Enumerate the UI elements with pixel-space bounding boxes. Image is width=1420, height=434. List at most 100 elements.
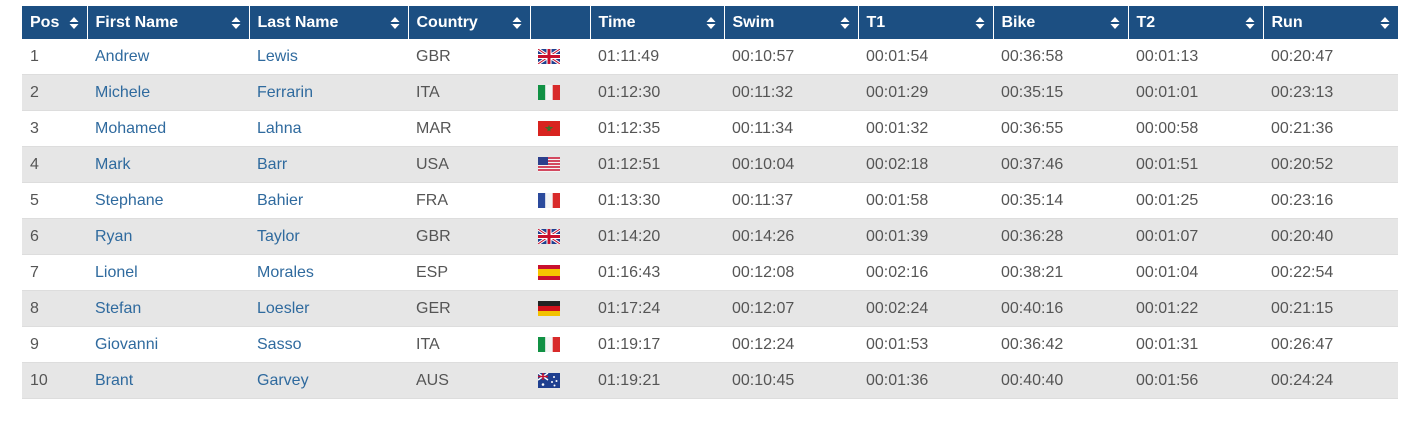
swim-cell: 00:12:08 — [724, 254, 858, 291]
country-cell: MAR — [408, 110, 530, 147]
time-cell: 01:16:43 — [590, 254, 724, 291]
country-cell: GBR — [408, 39, 530, 75]
t1-cell: 00:01:32 — [858, 110, 993, 147]
flag-icon — [538, 373, 560, 388]
t1-cell: 00:01:54 — [858, 39, 993, 75]
bike-header[interactable]: Bike — [993, 6, 1129, 39]
bike-cell: 00:35:14 — [993, 182, 1128, 219]
last-name-link[interactable]: Bahier — [249, 182, 408, 219]
t2-cell: 00:01:07 — [1128, 218, 1263, 255]
last-name-link[interactable]: Garvey — [249, 362, 408, 399]
sort-icon — [975, 17, 984, 29]
first-name-link[interactable]: Michele — [87, 74, 249, 111]
flag-cell — [530, 110, 590, 147]
first-name-link[interactable]: Andrew — [87, 39, 249, 75]
last-name-link[interactable]: Lahna — [249, 110, 408, 147]
flag-cell — [530, 290, 590, 327]
first-name-link[interactable]: Mohamed — [87, 110, 249, 147]
bike-cell: 00:38:21 — [993, 254, 1128, 291]
country-cell: ITA — [408, 74, 530, 111]
t2-header[interactable]: T2 — [1128, 6, 1264, 39]
last-name-link[interactable]: Taylor — [249, 218, 408, 255]
last-name-link[interactable]: Morales — [249, 254, 408, 291]
flag-cell — [530, 254, 590, 291]
flag-icon — [538, 49, 560, 64]
run-header[interactable]: Run — [1263, 6, 1399, 39]
first-name-link[interactable]: Giovanni — [87, 326, 249, 363]
pos-cell: 10 — [22, 362, 87, 399]
flag-header — [530, 6, 591, 39]
sort-icon — [69, 17, 78, 29]
run-cell: 00:20:52 — [1263, 146, 1398, 183]
first-name-link[interactable]: Stefan — [87, 290, 249, 327]
last-name-link[interactable]: Loesler — [249, 290, 408, 327]
t1-cell: 00:01:29 — [858, 74, 993, 111]
country-cell: USA — [408, 146, 530, 183]
run-cell: 00:26:47 — [1263, 326, 1398, 363]
result-row: 6 Ryan Taylor GBR 01:14:20 00:14:26 00:01:39 00… — [22, 218, 1398, 255]
swim-cell: 00:12:07 — [724, 290, 858, 327]
first-name-link[interactable]: Stephane — [87, 182, 249, 219]
pos-cell: 5 — [22, 182, 87, 219]
time-cell: 01:17:24 — [590, 290, 724, 327]
time-cell: 01:12:35 — [590, 110, 724, 147]
time-header[interactable]: Time — [590, 6, 725, 39]
last-name-link[interactable]: Sasso — [249, 326, 408, 363]
pos-header[interactable]: Pos — [22, 6, 88, 39]
result-row: 3 Mohamed Lahna MAR 01:12:35 00:11:34 00:01:32… — [22, 110, 1398, 147]
t2-cell: 00:01:31 — [1128, 326, 1263, 363]
country-cell: GER — [408, 290, 530, 327]
result-row: 8 Stefan Loesler GER 01:17:24 00:12:07 00:02:2… — [22, 290, 1398, 327]
bike-cell: 00:40:40 — [993, 362, 1128, 399]
flag-icon — [538, 229, 560, 244]
result-row: 1 Andrew Lewis GBR 01:11:49 00:10:57 00:01:54 0… — [22, 39, 1398, 75]
first-name-link[interactable]: Mark — [87, 146, 249, 183]
first-name-link[interactable]: Lionel — [87, 254, 249, 291]
result-row: 5 Stephane Bahier FRA 01:13:30 00:11:37 00:01:… — [22, 182, 1398, 219]
t2-cell: 00:01:13 — [1128, 39, 1263, 75]
run-cell: 00:23:16 — [1263, 182, 1398, 219]
swim-cell: 00:10:45 — [724, 362, 858, 399]
t1-cell: 00:01:39 — [858, 218, 993, 255]
t1-cell: 00:02:24 — [858, 290, 993, 327]
result-row: 9 Giovanni Sasso ITA 01:19:17 00:12:24 00:01:5… — [22, 326, 1398, 363]
last-name-link[interactable]: Lewis — [249, 39, 408, 75]
time-cell: 01:13:30 — [590, 182, 724, 219]
swim-cell: 00:11:34 — [724, 110, 858, 147]
pos-cell: 2 — [22, 74, 87, 111]
sort-icon — [390, 17, 399, 29]
last-name-link[interactable]: Barr — [249, 146, 408, 183]
pos-cell: 3 — [22, 110, 87, 147]
result-row: 7 Lionel Morales ESP 01:16:43 00:12:08 00:02:1… — [22, 254, 1398, 291]
country-cell: ESP — [408, 254, 530, 291]
result-row: 4 Mark Barr USA 01:12:51 00:10:04 00:02:18 00:3… — [22, 146, 1398, 183]
bike-cell: 00:37:46 — [993, 146, 1128, 183]
last-name-link[interactable]: Ferrarin — [249, 74, 408, 111]
t1-header[interactable]: T1 — [858, 6, 994, 39]
flag-cell — [530, 39, 590, 75]
t1-cell: 00:01:58 — [858, 182, 993, 219]
first-name-link[interactable]: Brant — [87, 362, 249, 399]
table-header: Pos First Name Last Name Country Time Swim T1 B… — [22, 6, 1399, 39]
bike-cell: 00:40:16 — [993, 290, 1128, 327]
pos-cell: 6 — [22, 218, 87, 255]
bike-cell: 00:35:15 — [993, 74, 1128, 111]
swim-header[interactable]: Swim — [724, 6, 859, 39]
run-cell: 00:23:13 — [1263, 74, 1398, 111]
time-cell: 01:19:21 — [590, 362, 724, 399]
t2-cell: 00:01:25 — [1128, 182, 1263, 219]
country-header[interactable]: Country — [408, 6, 531, 39]
first-name-header[interactable]: First Name — [87, 6, 250, 39]
t1-cell: 00:02:16 — [858, 254, 993, 291]
bike-cell: 00:36:42 — [993, 326, 1128, 363]
flag-icon — [538, 193, 560, 208]
run-cell: 00:21:15 — [1263, 290, 1398, 327]
last-name-header[interactable]: Last Name — [249, 6, 409, 39]
sort-icon — [1380, 17, 1389, 29]
first-name-link[interactable]: Ryan — [87, 218, 249, 255]
sort-icon — [512, 17, 521, 29]
country-cell: GBR — [408, 218, 530, 255]
pos-cell: 8 — [22, 290, 87, 327]
swim-cell: 00:10:04 — [724, 146, 858, 183]
